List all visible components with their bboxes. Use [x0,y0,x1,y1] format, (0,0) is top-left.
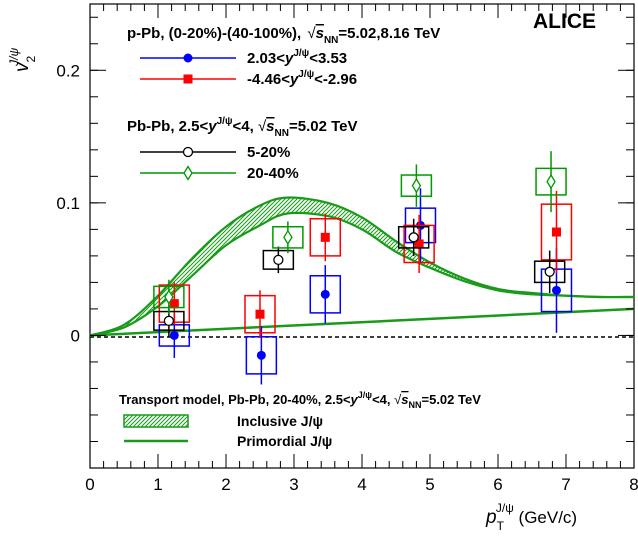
data-point [164,289,174,305]
data-point [408,232,419,243]
legend-ppb-backward-label: -4.46<yJ/ψ<-2.96 [247,69,357,88]
inclusive-band-fill [90,197,634,336]
data-point [169,330,179,340]
series-pbpb_5_20 [153,218,566,337]
model-layer [89,196,635,337]
legend-inclusive-band [123,414,189,428]
data-point [169,299,179,309]
legend-pbpb-20-40-label: 20-40% [247,165,299,182]
x-tick-label: 7 [561,475,570,494]
series-ppb_backward [158,190,573,339]
data-point [273,254,284,266]
data-point [551,227,561,237]
data-point [411,177,422,194]
legend-pbpb-header: Pb-Pb, 2.5<yJ/ψ<4, √sNN=5.02 TeV [127,116,358,139]
legend-model: Transport model, Pb-Pb, 20-40%, 2.5<yJ/ψ… [119,390,481,449]
x-axis-title: pTJ/ψ (GeV/c) [485,501,577,533]
legend-pbpb: Pb-Pb, 2.5<yJ/ψ<4, √sNN=5.02 TeV 5-20% 2… [127,116,358,182]
data-point [256,350,266,360]
x-tick-label: 8 [629,475,638,494]
legend-ppb: p-Pb, (0-20%)-(40-100%), √sNN=5.02,8.16 … [127,25,440,88]
legend-marker-pbpb-5-20 [182,146,194,158]
experiment-label: ALICE [533,10,596,33]
data-point [551,285,561,295]
data-point [163,315,175,326]
data-point [255,309,265,319]
y-axis-title: v2J/ψ [7,47,38,72]
legend-marker-ppb-backward [183,74,193,84]
sqrt-sign: √ [307,25,316,42]
legend-primordial-label: Primordial J/ψ [237,433,332,449]
legend-ppb-header: p-Pb, (0-20%)-(40-100%), √sNN=5.02,8.16 … [127,25,440,46]
primordial-line [89,307,635,337]
data-point [320,232,330,242]
series-pbpb_20_40 [153,151,567,315]
data-point [414,239,424,249]
x-tick-label: 2 [221,475,230,494]
x-tick-label: 6 [493,475,502,494]
data-point [320,289,330,299]
legend-model-header: Transport model, Pb-Pb, 20-40%, 2.5<yJ/ψ… [119,390,481,410]
x-tick-label: 0 [85,475,94,494]
axes-layer: 0 1 2 3 4 5 6 7 8 0 0.1 0.2 [56,4,638,494]
data-layer [153,151,573,385]
inclusive-band-upper [89,196,635,337]
legend-ppb-forward-label: 2.03<yJ/ψ<3.53 [247,48,347,67]
legend-inclusive-label: Inclusive J/ψ [237,413,323,429]
y-tick-label: 0 [71,326,80,345]
y-tick-label: 0.2 [56,61,80,80]
x-tick-label: 3 [289,475,298,494]
y-tick-label: 0.1 [56,194,80,213]
data-point [283,229,293,246]
legend-pbpb-5-20-label: 5-20% [247,144,290,161]
data-point [544,266,555,277]
data-point [546,173,556,190]
x-tick-label: 1 [153,475,162,494]
legend-marker-ppb-forward [183,53,193,63]
legend-marker-pbpb-20-40 [183,165,193,181]
x-tick-label: 5 [425,475,434,494]
series-ppb_forward [158,188,573,385]
x-tick-label: 4 [357,475,366,494]
